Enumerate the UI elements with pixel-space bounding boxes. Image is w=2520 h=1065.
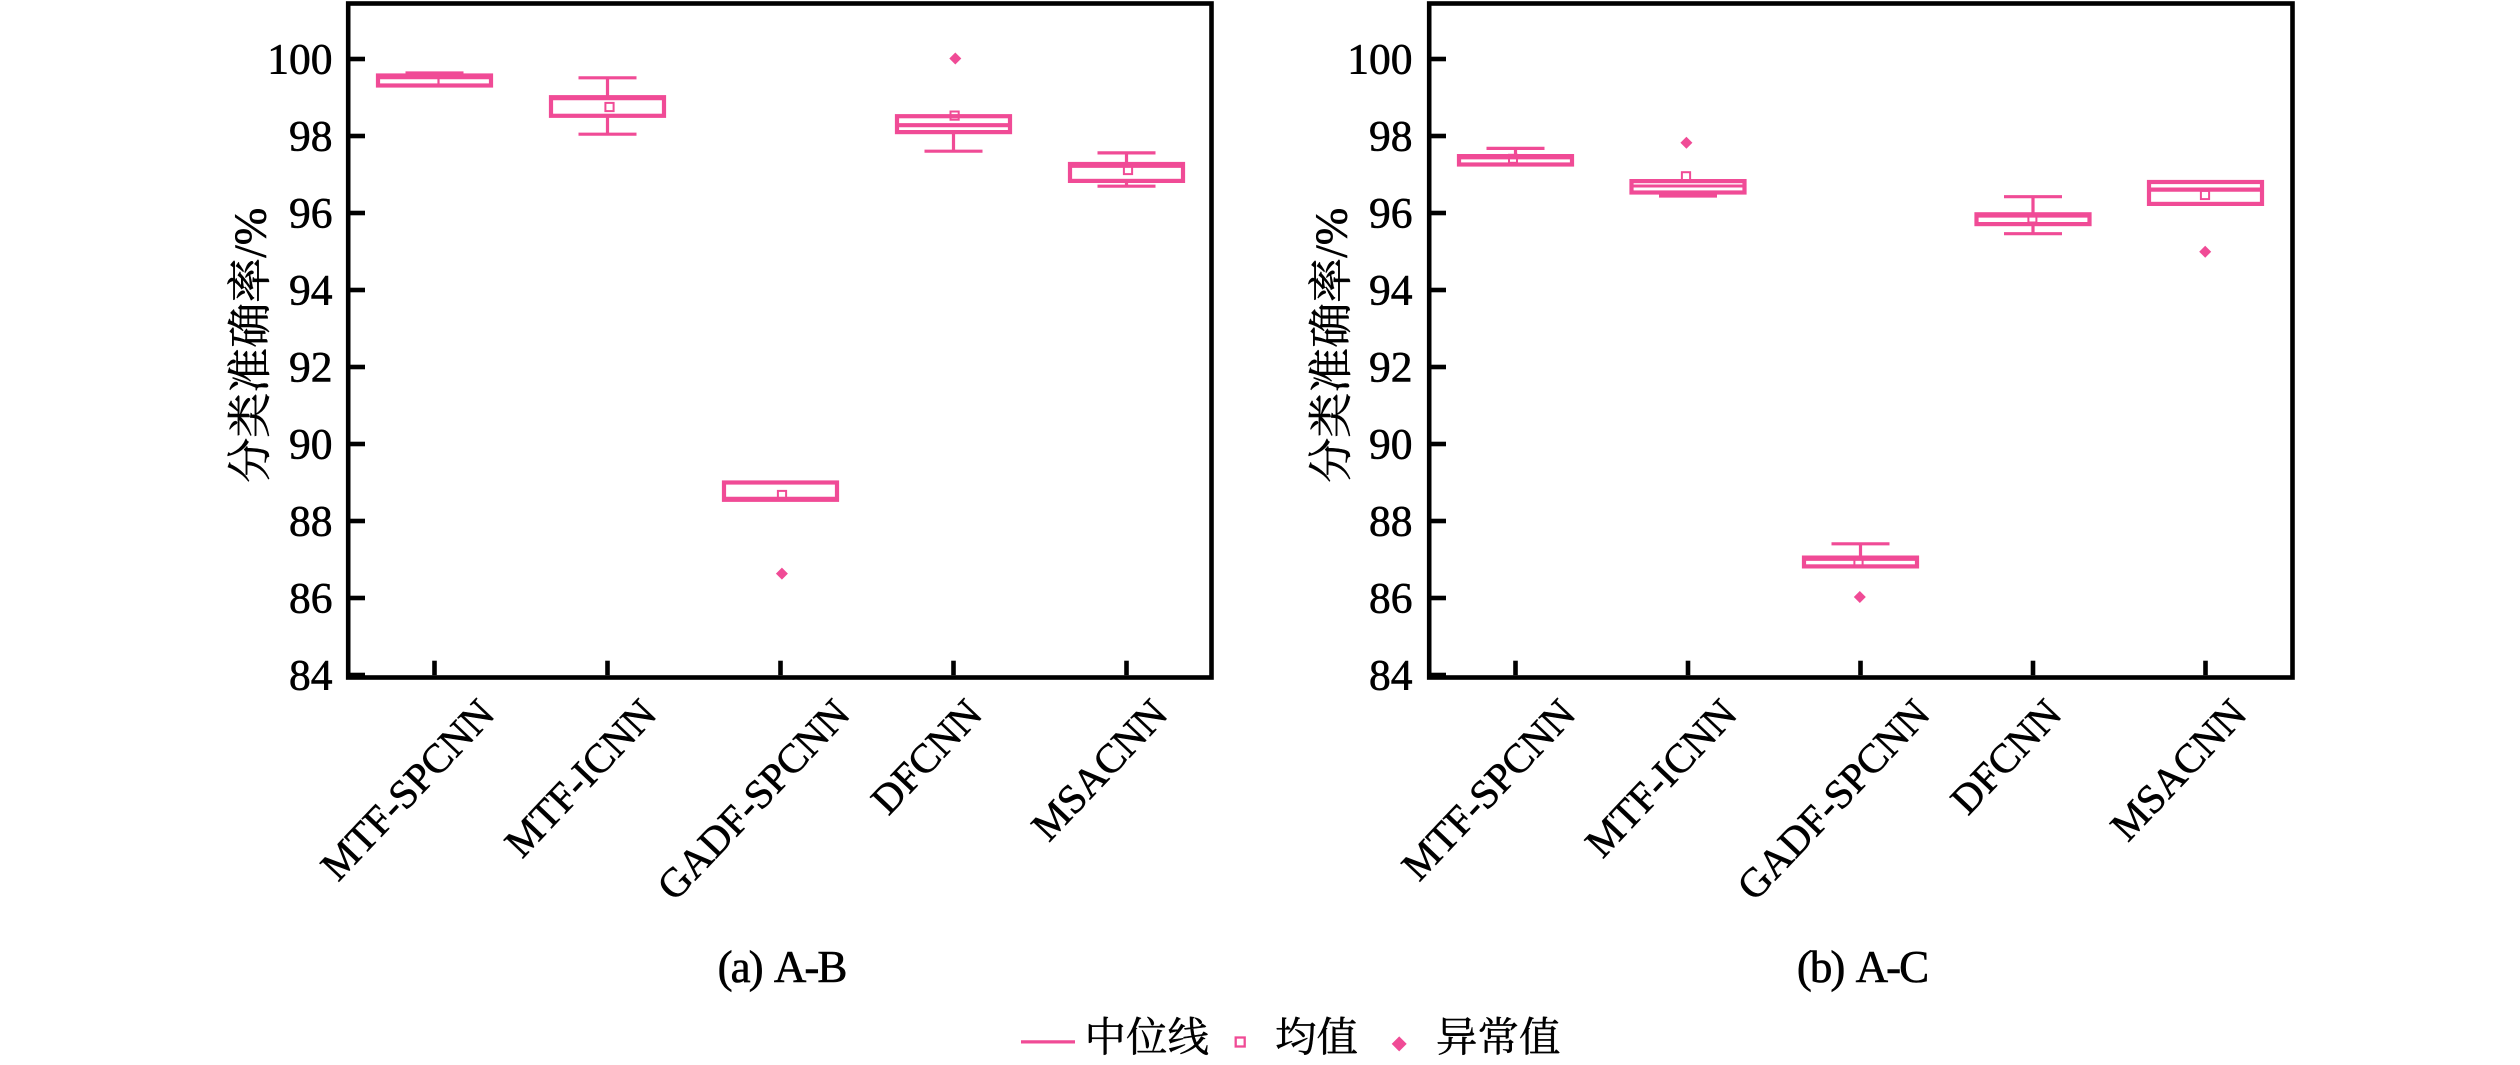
svg-text:84: 84 bbox=[1369, 652, 1413, 700]
svg-text:94: 94 bbox=[1369, 267, 1413, 315]
svg-text:/%: /% bbox=[226, 208, 276, 258]
svg-text:90: 90 bbox=[1369, 421, 1413, 469]
svg-text:86: 86 bbox=[289, 575, 333, 623]
svg-text:84: 84 bbox=[289, 652, 333, 700]
svg-text:92: 92 bbox=[1369, 344, 1413, 392]
svg-text:100: 100 bbox=[1347, 36, 1412, 84]
svg-text:86: 86 bbox=[1369, 575, 1413, 623]
svg-text:94: 94 bbox=[289, 267, 333, 315]
svg-text:(b) A-C: (b) A-C bbox=[1797, 942, 1927, 992]
svg-text:96: 96 bbox=[289, 190, 333, 238]
svg-text:88: 88 bbox=[289, 498, 333, 546]
svg-text:(a) A-B: (a) A-B bbox=[718, 942, 846, 992]
svg-text:96: 96 bbox=[1369, 190, 1413, 238]
svg-text:/%: /% bbox=[1307, 208, 1357, 258]
svg-text:92: 92 bbox=[289, 344, 333, 392]
svg-text:90: 90 bbox=[289, 421, 333, 469]
svg-text:98: 98 bbox=[289, 113, 333, 161]
svg-text:88: 88 bbox=[1369, 498, 1413, 546]
svg-text:98: 98 bbox=[1369, 113, 1413, 161]
svg-text:100: 100 bbox=[267, 36, 332, 84]
